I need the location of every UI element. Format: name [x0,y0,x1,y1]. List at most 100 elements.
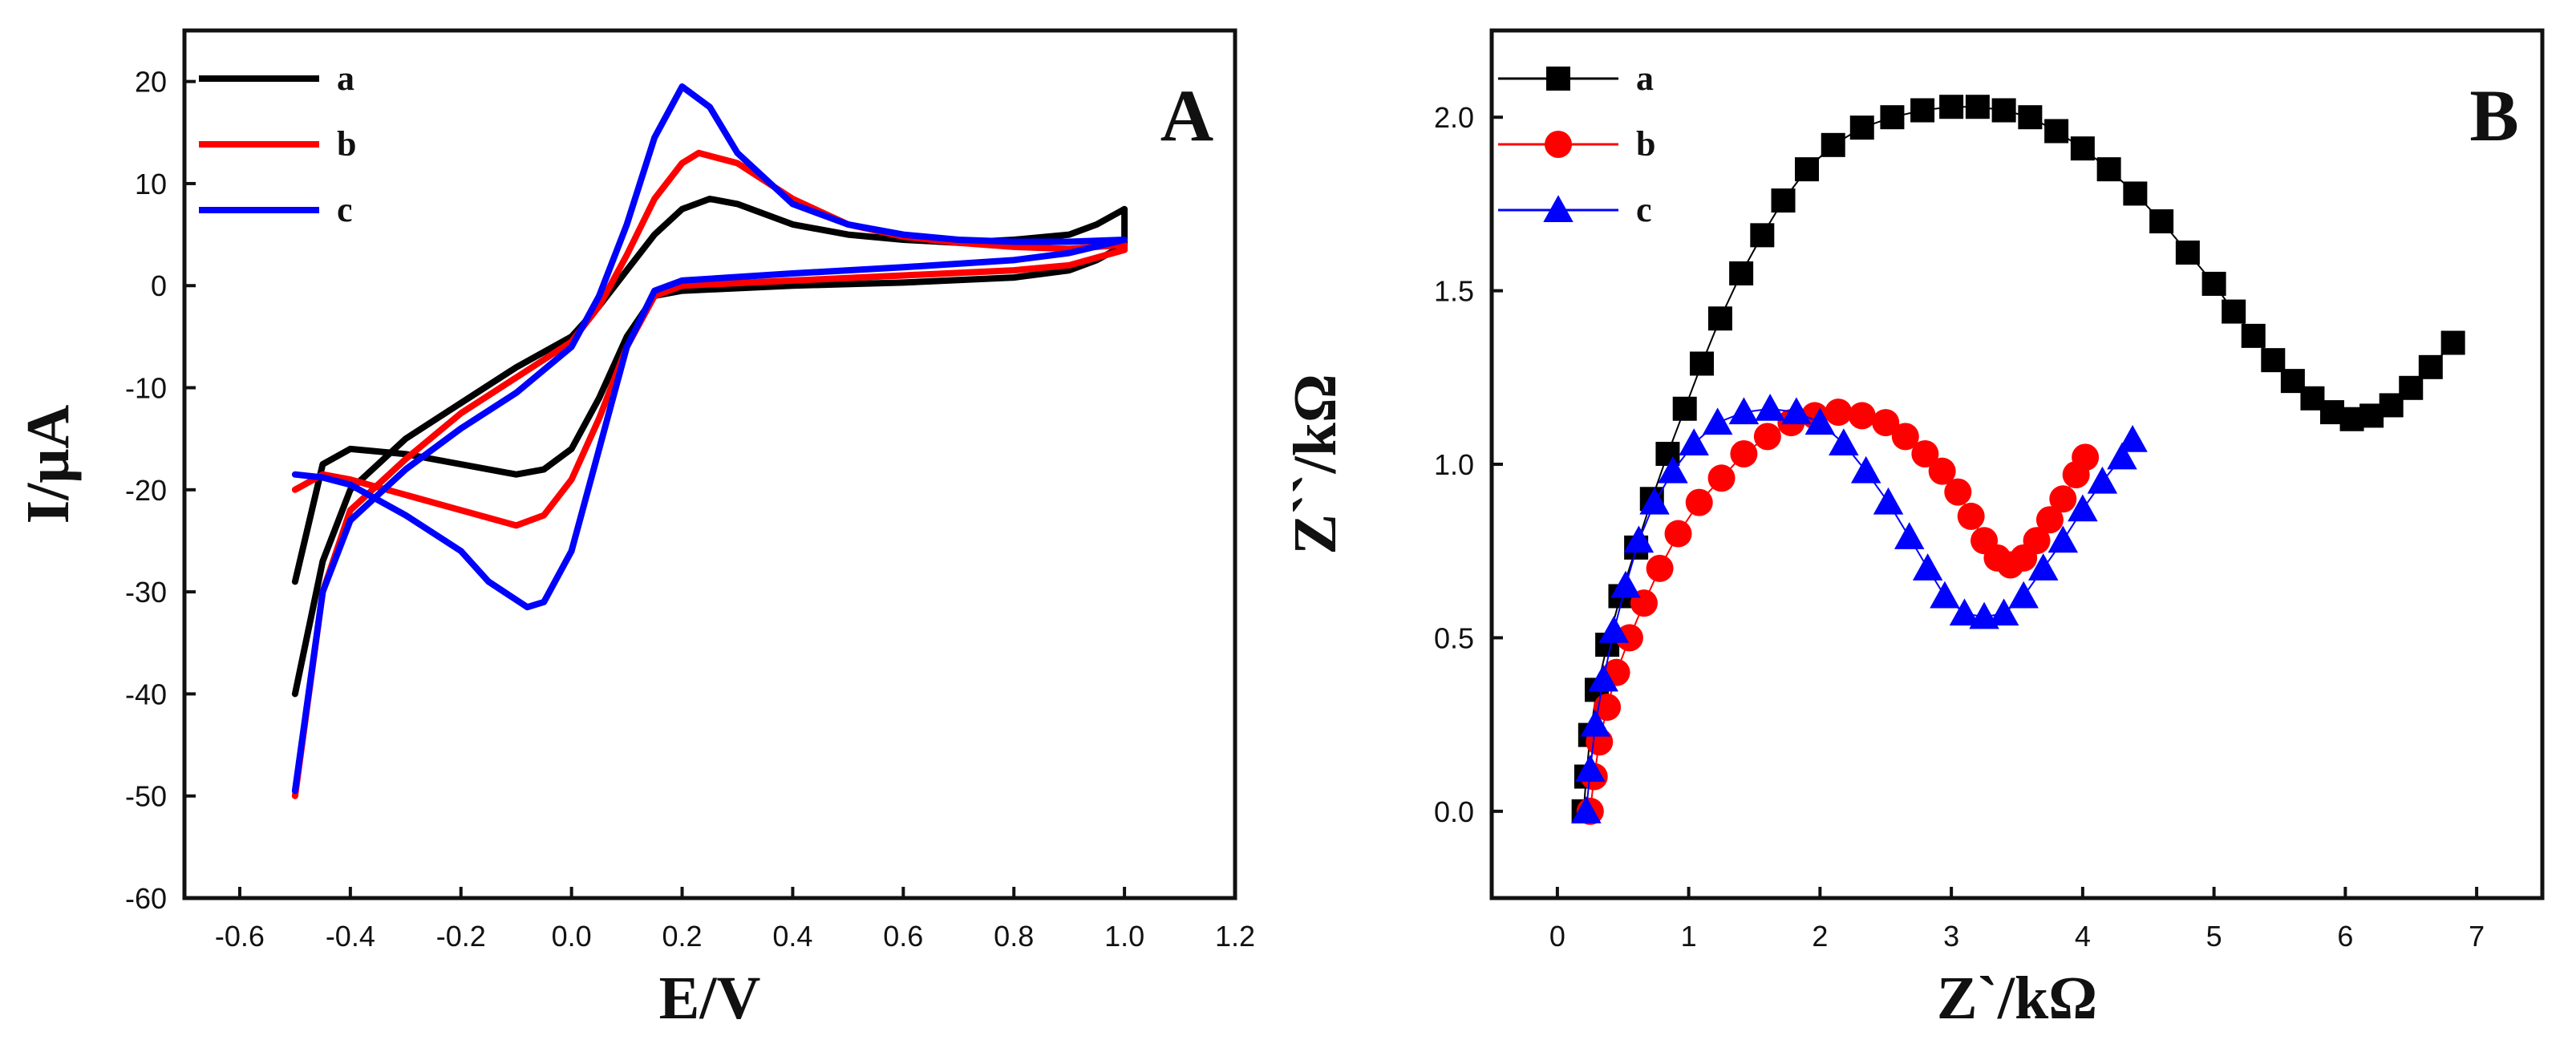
panel-b-series-b-point [1957,502,1985,530]
panel-b-series-c-point [2087,466,2118,494]
panel-b-y-axis-label: Z``/kΩ [1282,374,1349,555]
panel-b-series-a-line [1582,106,2454,811]
panel-b-series-a-point [2096,157,2121,182]
panel-b-series-a-point [2399,375,2424,400]
panel-b-x-tick-label: 2 [1812,920,1828,953]
panel-b-legend-label-c: c [1636,190,1652,229]
panel-b-series-b-point [1615,624,1643,652]
panel-b-series-a-point [2201,271,2226,296]
panel-b-series-b-point [1944,478,1972,506]
panel-b-x-tick-label: 4 [2075,920,2091,953]
panel-b-series-a-point [1690,351,1714,376]
panel-b-series-c-point [1610,570,1641,598]
panel-b-series-b-point [1825,399,1853,427]
panel-a-legend: abc [199,59,356,229]
panel-a-y-tick-label: 0 [151,269,167,302]
panel-b-series-b-point [1730,440,1758,468]
panel-b-series-b-point [1646,554,1674,582]
panel-a-x-tick-label: 0.4 [772,920,812,953]
panel-b-series-a-point [1672,396,1697,421]
panel-b-legend-label-b: b [1636,124,1655,164]
panel-b-legend: abc [1498,59,1655,229]
panel-b-series-c-point [1894,522,1925,549]
panel-b-x-tick-label: 7 [2469,920,2485,953]
panel-b-series-c-point [1639,487,1670,515]
panel-b-series-c-point [2008,581,2039,609]
panel-b-series-c-point [1679,428,1709,456]
panel-b-letter: B [2469,75,2518,156]
panel-b-series-a-point [2261,348,2286,373]
panel-b-series-c-point [1829,428,1859,456]
panel-b-x-axis-label: Z`/kΩ [1937,965,2097,1032]
panel-b-legend-marker-b [1545,131,1572,158]
panel-a-letter: A [1160,75,1213,156]
panel-b-series-c-point [2047,525,2079,553]
panel-b-series-a-point [2241,323,2266,348]
panel-b-series-a-point [2222,299,2246,324]
panel-b-series-c-point [1571,796,1602,823]
panel-b-series-c-point [1623,525,1655,553]
panel-b-series-a-point [1821,132,1845,157]
panel-a-cv-chart: A E/V I/μA -0.6 -0.4 -0.2 0.0 0.2 0.4 0.6 0.8 1.… [14,28,1255,1032]
panel-b-series-a-point [2149,209,2174,234]
panel-b-series-c-point [1930,581,1960,609]
panel-a-y-tick-label: -30 [125,576,167,609]
panel-b-x-tick-label: 0 [1549,920,1565,953]
panel-a-series-c-line [291,83,1128,795]
panel-b-series-b-point [2023,527,2051,555]
panel-a-x-tick-label: -0.2 [436,920,486,953]
panel-b-y-tick-label: 0.5 [1434,621,1474,654]
panel-b-series-c-point [1912,553,1943,581]
panel-a-x-tick-label: 0.6 [883,920,923,953]
panel-b-series-b-point [1848,402,1876,430]
panel-b-series-a-point [1965,95,1990,119]
panel-b-series-c-point [1588,664,1618,692]
panel-a-plot-frame [182,28,1237,900]
panel-a-x-tick-label: 1.0 [1104,920,1144,953]
panel-b-series-b-point [2072,443,2100,471]
panel-b-series-c-point [1598,615,1630,643]
panel-b-series-b-point [1911,440,1939,468]
panel-b-series-a-point [1771,188,1796,213]
panel-b-series-b-point [1685,488,1713,516]
panel-b-series-c-point [1702,407,1733,435]
panel-a-x-axis-label: E/V [659,965,761,1032]
panel-b-series-b-point [1707,464,1736,492]
panel-a-legend-label-b: b [337,124,356,164]
panel-b-y-tick-label: 0.0 [1434,795,1474,828]
panel-b-series-b-point [1928,457,1956,485]
panel-b-series-a-point [2175,240,2200,265]
panel-b-x-tick-label: 1 [1681,920,1697,953]
panel-a-x-tick-label: -0.6 [215,920,265,953]
panel-b-marks [1571,95,2465,825]
panel-b-series-a-point [2123,181,2148,206]
panel-b-series-c-point [2028,553,2059,581]
panel-b-series-a-point [2070,136,2095,161]
panel-b-legend-marker-c [1543,195,1574,222]
panel-b-series-a-point [1939,95,1964,119]
panel-b-legend-label-a: a [1636,59,1654,98]
panel-a-legend-label-c: c [337,190,353,229]
panel-b-series-a-point [2018,105,2043,130]
panel-b-series-a-point [1910,98,1935,123]
panel-a-y-tick-label: -40 [125,678,167,710]
panel-b-series-a-point [2418,354,2443,379]
panel-a-series-b-line [291,149,1128,799]
panel-b-x-tick-label: 3 [1943,920,1959,953]
panel-b-series-b-point [2035,506,2064,534]
panel-b-series-a-point [1880,105,1905,130]
panel-a-x-tick-label: 1.2 [1215,920,1255,953]
panel-b-y-tick-label: 1.5 [1434,275,1474,308]
panel-b-series-c-point [1755,394,1785,421]
panel-b-x-tick-label: 6 [2337,920,2353,953]
panel-b-series-c-point [2117,424,2148,452]
panel-b-series-c-point [1728,397,1760,425]
panel-a-x-tick-label: 0.0 [552,920,592,953]
panel-b-series-c-point [1580,709,1611,737]
panel-b-series-a-point [1849,115,1874,140]
panel-a-x-tick-label: 0.2 [662,920,703,953]
panel-b-series-c-point [2107,442,2137,470]
panel-a-x-tick-label: 0.8 [994,920,1034,953]
panel-b-series-a-point [1729,261,1754,285]
